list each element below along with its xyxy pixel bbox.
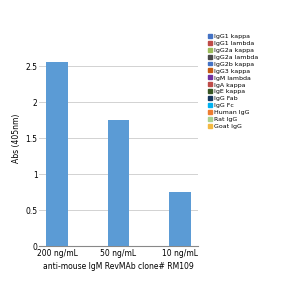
Bar: [46, 62, 68, 246]
Legend: IgG1 kappa, IgG1 lambda, IgG2a kappa, IgG2a lambda, IgG2b kappa, IgG3 kappa, IgM: IgG1 kappa, IgG1 lambda, IgG2a kappa, Ig…: [208, 33, 259, 130]
Y-axis label: Abs (405nm): Abs (405nm): [12, 113, 21, 163]
Bar: [108, 120, 129, 246]
X-axis label: anti-mouse IgM RevMAb clone# RM109: anti-mouse IgM RevMAb clone# RM109: [43, 262, 194, 271]
Bar: [169, 192, 191, 246]
